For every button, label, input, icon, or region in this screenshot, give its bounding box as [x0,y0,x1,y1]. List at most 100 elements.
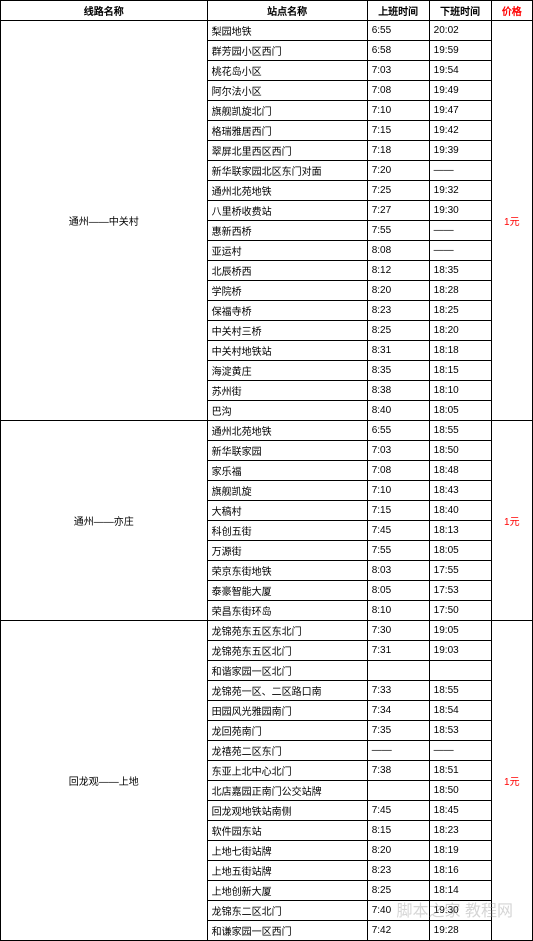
end-time-cell: 19:47 [429,101,491,121]
start-time-cell: 8:23 [367,301,429,321]
end-time-cell: —— [429,741,491,761]
start-time-cell: 7:27 [367,201,429,221]
station-cell: 翠屏北里西区西门 [207,141,367,161]
station-cell: 家乐福 [207,461,367,481]
start-time-cell: 6:55 [367,21,429,41]
station-cell: 学院桥 [207,281,367,301]
station-cell: 上地七街站牌 [207,841,367,861]
station-cell: 八里桥收费站 [207,201,367,221]
end-time-cell: 19:32 [429,181,491,201]
station-cell: 北辰桥西 [207,261,367,281]
end-time-cell: 17:55 [429,561,491,581]
start-time-cell: 7:03 [367,61,429,81]
end-time-cell: —— [429,161,491,181]
route-name-cell: 通州——中关村 [1,21,208,421]
start-time-cell [367,781,429,801]
end-time-cell: 18:43 [429,481,491,501]
end-time-cell: 18:28 [429,281,491,301]
end-time-cell: 17:50 [429,601,491,621]
start-time-cell: 7:03 [367,441,429,461]
station-cell: 阿尔法小区 [207,81,367,101]
station-cell: 苏州街 [207,381,367,401]
start-time-cell: 8:35 [367,361,429,381]
station-cell: 荣京东街地铁 [207,561,367,581]
start-time-cell: 8:23 [367,861,429,881]
start-time-cell: 8:40 [367,401,429,421]
station-cell: 龙锦苑东五区东北门 [207,621,367,641]
start-time-cell: 7:34 [367,701,429,721]
station-cell: 桃花岛小区 [207,61,367,81]
end-time-cell: 19:42 [429,121,491,141]
station-cell: 中关村地铁站 [207,341,367,361]
start-time-cell: 7:40 [367,901,429,921]
start-time-cell: 8:10 [367,601,429,621]
end-time-cell: 19:39 [429,141,491,161]
start-time-cell: 7:42 [367,921,429,941]
start-time-cell: 7:18 [367,141,429,161]
table-row: 回龙观——上地龙锦苑东五区东北门7:3019:051元 [1,621,533,641]
end-time-cell: 18:55 [429,681,491,701]
station-cell: 大稿村 [207,501,367,521]
station-cell: 软件园东站 [207,821,367,841]
start-time-cell: 7:38 [367,761,429,781]
station-cell: 和谦家园一区西门 [207,921,367,941]
station-cell: 巴沟 [207,401,367,421]
station-cell: 北店嘉园正南门公交站牌 [207,781,367,801]
end-time-cell: 18:35 [429,261,491,281]
station-cell: 旗舰凯旋 [207,481,367,501]
end-time-cell [429,661,491,681]
start-time-cell: 8:03 [367,561,429,581]
end-time-cell: 19:30 [429,901,491,921]
table-row: 通州——中关村梨园地铁6:5520:021元 [1,21,533,41]
start-time-cell: 7:55 [367,221,429,241]
end-time-cell: 18:53 [429,721,491,741]
price-cell: 1元 [491,621,532,941]
start-time-cell: 8:25 [367,321,429,341]
end-time-cell: 18:48 [429,461,491,481]
end-time-cell: 18:50 [429,441,491,461]
price-cell: 1元 [491,421,532,621]
start-time-cell: 8:15 [367,821,429,841]
station-cell: 东亚上北中心北门 [207,761,367,781]
start-time-cell: 7:10 [367,481,429,501]
station-cell: 龙锦苑一区、二区路口南 [207,681,367,701]
route-name-cell: 回龙观——上地 [1,621,208,941]
start-time-cell: 7:45 [367,801,429,821]
start-time-cell: 7:08 [367,81,429,101]
start-time-cell: 7:25 [367,181,429,201]
station-cell: 新华联家园 [207,441,367,461]
station-cell: 中关村三桥 [207,321,367,341]
station-cell: 龙锦苑东五区北门 [207,641,367,661]
end-time-cell: 18:20 [429,321,491,341]
end-time-cell: —— [429,221,491,241]
start-time-cell: 6:55 [367,421,429,441]
station-cell: 回龙观地铁站南侧 [207,801,367,821]
start-time-cell: 8:31 [367,341,429,361]
end-time-cell: 18:45 [429,801,491,821]
table-row: 通州——亦庄通州北苑地铁6:5518:551元 [1,421,533,441]
station-cell: 上地五街站牌 [207,861,367,881]
start-time-cell [367,661,429,681]
start-time-cell: 7:33 [367,681,429,701]
station-cell: 格瑞雅居西门 [207,121,367,141]
station-cell: 梨园地铁 [207,21,367,41]
end-time-cell: 18:55 [429,421,491,441]
start-time-cell: 7:35 [367,721,429,741]
end-time-cell: 17:53 [429,581,491,601]
start-time-cell: 8:25 [367,881,429,901]
station-cell: 万源街 [207,541,367,561]
station-cell: 龙回苑南门 [207,721,367,741]
start-time-cell: 7:15 [367,121,429,141]
start-time-cell: 8:20 [367,841,429,861]
start-time-cell: 7:08 [367,461,429,481]
start-time-cell: 8:12 [367,261,429,281]
station-cell: 亚运村 [207,241,367,261]
station-cell: 通州北苑地铁 [207,421,367,441]
header-price: 价格 [491,1,532,21]
end-time-cell: —— [429,241,491,261]
header-start-time: 上班时间 [367,1,429,21]
header-route: 线路名称 [1,1,208,21]
station-cell: 上地创新大厦 [207,881,367,901]
start-time-cell: 7:55 [367,541,429,561]
station-cell: 通州北苑地铁 [207,181,367,201]
